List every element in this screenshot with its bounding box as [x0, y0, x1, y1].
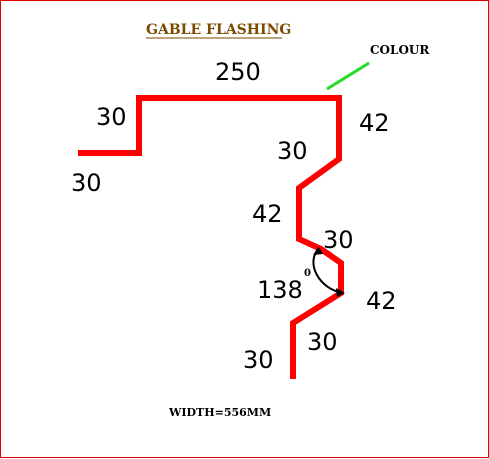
dim-right-drop: 42 — [359, 109, 390, 137]
angle-arrowhead-bottom — [336, 288, 345, 297]
dim-diagonal: 30 — [277, 137, 308, 165]
colour-side-marker — [326, 61, 370, 91]
dim-vertical-1: 42 — [252, 200, 283, 228]
dim-left-lip: 30 — [71, 169, 102, 197]
dim-left-rise: 30 — [96, 103, 127, 131]
dim-vertical-2: 42 — [366, 287, 397, 315]
dim-top-width: 250 — [215, 58, 261, 86]
flashing-profile — [78, 95, 344, 379]
degree-symbol: 0 — [304, 268, 311, 279]
dim-angle: 138 — [257, 276, 303, 304]
angle-arrowhead-top — [313, 247, 323, 255]
dim-bottom-drop: 30 — [243, 346, 274, 374]
dim-step-2: 30 — [307, 328, 338, 356]
width-note: WIDTH=556MM — [168, 406, 271, 419]
dim-step-1: 30 — [323, 226, 354, 254]
diagram-title: GABLE FLASHING — [146, 22, 291, 38]
colour-label: COLOUR — [370, 43, 430, 57]
